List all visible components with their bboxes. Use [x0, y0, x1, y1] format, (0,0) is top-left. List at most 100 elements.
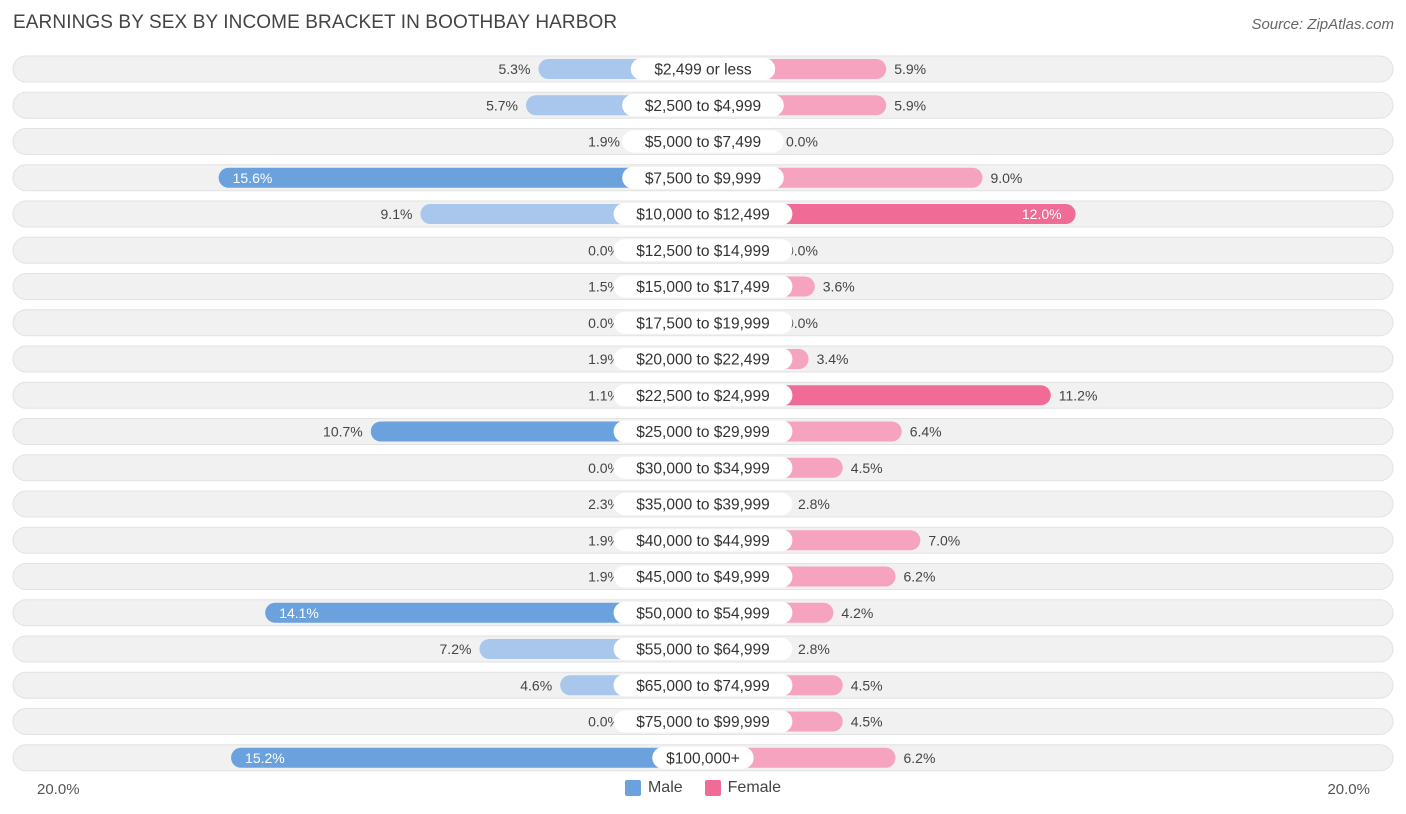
- value-label-male: 1.9%: [588, 134, 620, 150]
- chart-row: 15.2% 6.2% $100,000+: [12, 744, 1394, 772]
- category-label: $75,000 to $99,999: [636, 714, 770, 731]
- category-label: $17,500 to $19,999: [636, 315, 770, 332]
- category-label-pill: [613, 493, 793, 515]
- value-label-male: 5.3%: [499, 61, 531, 77]
- category-label-pill: [613, 420, 793, 443]
- value-label-female: 9.0%: [990, 170, 1022, 186]
- category-label-pill: [613, 456, 793, 479]
- value-label-female: 11.2%: [1059, 387, 1098, 403]
- bar-female[interactable]: [703, 204, 1076, 224]
- value-label-female: 4.5%: [851, 677, 883, 693]
- value-label-female: 5.9%: [894, 61, 926, 77]
- value-label-male: 1.9%: [588, 569, 620, 585]
- category-label: $2,500 to $4,999: [645, 98, 761, 115]
- category-label: $2,499 or less: [654, 62, 752, 79]
- category-label: $100,000+: [666, 750, 740, 767]
- value-label-male: 0.0%: [588, 714, 620, 730]
- chart-row: 7.2% 2.8% $55,000 to $64,999: [12, 635, 1394, 663]
- value-label-female: 5.9%: [894, 97, 926, 113]
- value-label-female: 4.5%: [851, 714, 883, 730]
- value-label-male: 1.9%: [588, 532, 620, 548]
- legend: Male Female: [0, 779, 1406, 797]
- category-label-pill: [622, 94, 784, 117]
- category-label: $15,000 to $17,499: [636, 279, 770, 296]
- chart-row: 5.7% 5.9% $2,500 to $4,999: [12, 91, 1394, 119]
- category-label-pill: [613, 674, 793, 697]
- category-label-pill: [622, 130, 784, 153]
- chart-row: 0.0% 4.5% $30,000 to $34,999: [12, 454, 1394, 482]
- value-label-male: 0.0%: [588, 315, 620, 331]
- value-label-male: 7.2%: [440, 641, 472, 657]
- value-label-male: 10.7%: [323, 424, 363, 440]
- value-label-female: 4.5%: [851, 460, 883, 476]
- value-label-male: 15.2%: [245, 750, 285, 766]
- chart-row: 14.1% 4.2% $50,000 to $54,999: [12, 599, 1394, 627]
- value-label-male: 1.5%: [588, 279, 620, 295]
- category-label: $12,500 to $14,999: [636, 243, 770, 260]
- value-label-male: 14.1%: [279, 605, 319, 621]
- category-label-pill: [613, 348, 793, 370]
- value-label-male: 1.9%: [588, 351, 620, 367]
- category-label: $50,000 to $54,999: [636, 605, 770, 622]
- category-label: $22,500 to $24,999: [636, 388, 770, 405]
- legend-swatch-female: [704, 780, 721, 796]
- chart-row: 1.1% 11.2% $22,500 to $24,999: [12, 381, 1394, 409]
- value-label-male: 0.0%: [588, 460, 620, 476]
- chart-row: 9.1% 12.0% $10,000 to $12,499: [12, 200, 1394, 228]
- value-label-male: 1.1%: [588, 387, 620, 403]
- chart-row: 5.3% 5.9% $2,499 or less: [12, 55, 1394, 83]
- category-label-pill: [630, 58, 776, 80]
- source-credit: Source: ZipAtlas.com: [1251, 16, 1394, 33]
- chart-row: 10.7% 6.4% $25,000 to $29,999: [12, 418, 1394, 445]
- category-label-pill: [613, 601, 793, 624]
- value-label-female: 4.2%: [841, 605, 873, 621]
- chart-row: 4.6% 4.5% $65,000 to $74,999: [12, 671, 1394, 699]
- value-label-female: 0.0%: [786, 242, 818, 258]
- category-label-pill: [622, 166, 784, 189]
- chart-row: 1.5% 3.6% $15,000 to $17,499: [12, 273, 1394, 300]
- legend-item-female[interactable]: Female: [704, 779, 782, 797]
- axis-right-label: 20.0%: [1327, 781, 1370, 798]
- legend-swatch-male: [624, 780, 641, 796]
- category-label: $40,000 to $44,999: [636, 533, 770, 550]
- category-label: $65,000 to $74,999: [636, 678, 770, 695]
- value-label-female: 0.0%: [786, 315, 818, 331]
- category-label: $45,000 to $49,999: [636, 569, 770, 586]
- chart-row: 1.9% 6.2% $45,000 to $49,999: [12, 563, 1394, 590]
- category-label-pill: [613, 638, 793, 660]
- category-label: $25,000 to $29,999: [636, 424, 770, 441]
- category-label: $35,000 to $39,999: [636, 497, 770, 514]
- value-label-female: 12.0%: [1022, 206, 1062, 222]
- legend-label-male: Male: [647, 779, 683, 796]
- value-label-female: 3.4%: [817, 351, 849, 367]
- category-label: $7,500 to $9,999: [645, 170, 761, 187]
- bar-male[interactable]: [265, 602, 703, 623]
- category-label-pill: [613, 203, 793, 225]
- value-label-male: 9.1%: [381, 206, 413, 222]
- value-label-male: 2.3%: [588, 496, 620, 512]
- value-label-female: 2.8%: [798, 496, 830, 512]
- chart-row: 1.9% 3.4% $20,000 to $22,499: [12, 345, 1394, 373]
- bar-male[interactable]: [218, 167, 703, 188]
- category-label-pill: [613, 275, 793, 298]
- category-label: $55,000 to $64,999: [636, 642, 770, 659]
- chart-row: 0.0% 0.0% $17,500 to $19,999: [12, 309, 1394, 337]
- category-label-pill: [613, 239, 793, 262]
- category-label-pill: [652, 746, 754, 769]
- chart-title: EARNINGS BY SEX BY INCOME BRACKET IN BOO…: [13, 12, 618, 33]
- category-label: $30,000 to $34,999: [636, 460, 770, 477]
- value-label-female: 2.8%: [798, 641, 830, 657]
- value-label-male: 15.6%: [233, 170, 273, 186]
- value-label-female: 6.2%: [904, 750, 936, 766]
- value-label-female: 6.4%: [910, 424, 942, 440]
- category-label: $20,000 to $22,499: [636, 352, 770, 369]
- legend-item-male[interactable]: Male: [624, 779, 683, 797]
- category-label-pill: [613, 311, 793, 334]
- value-label-male: 4.6%: [520, 677, 552, 693]
- bar-male[interactable]: [231, 747, 704, 768]
- value-label-female: 0.0%: [786, 134, 818, 150]
- bar-chart: 5.3% 5.9% $2,499 or less 5.7% 5.9% $2,500 to …: [12, 55, 1394, 772]
- category-label-pill: [613, 529, 793, 552]
- legend-label-female: Female: [727, 779, 782, 796]
- chart-row: 1.9% 7.0% $40,000 to $44,999: [12, 526, 1394, 554]
